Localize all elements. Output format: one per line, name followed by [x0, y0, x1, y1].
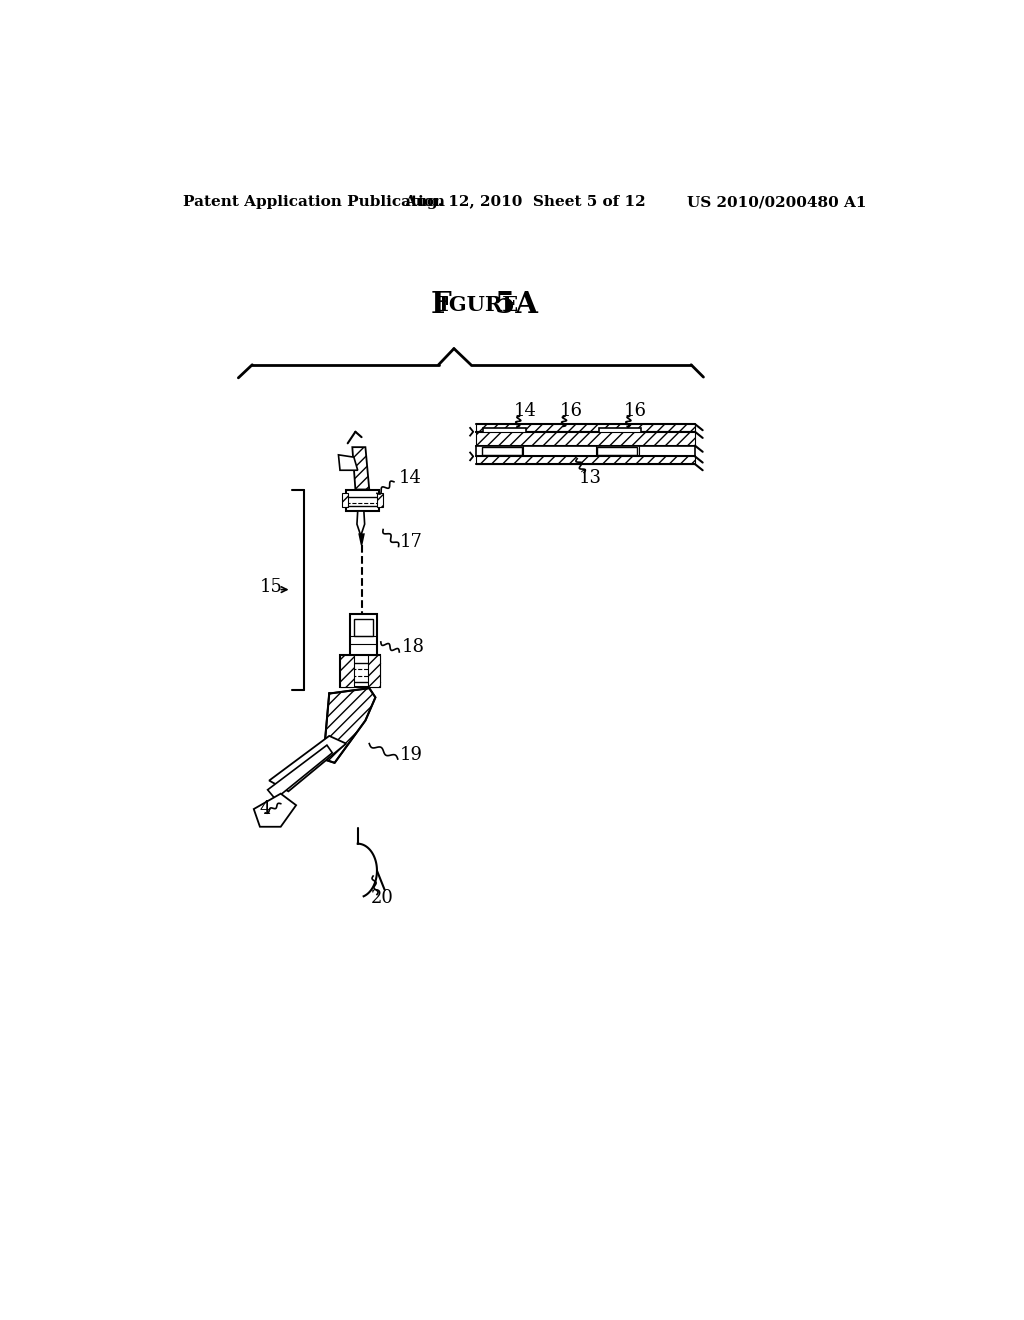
Bar [475, 446, 695, 457]
Polygon shape [357, 511, 365, 536]
Text: F: F [431, 290, 452, 319]
Bar [475, 424, 695, 432]
Text: 15: 15 [260, 578, 283, 597]
Text: 5A: 5A [484, 290, 538, 319]
Text: 18: 18 [401, 639, 425, 656]
Bar [342, 494, 348, 507]
Text: IGURE: IGURE [438, 294, 518, 314]
Text: US 2010/0200480 A1: US 2010/0200480 A1 [687, 195, 866, 210]
Polygon shape [267, 744, 333, 799]
Bar [377, 494, 383, 507]
Bar [350, 614, 377, 656]
Text: 17: 17 [400, 533, 423, 550]
Polygon shape [339, 455, 357, 470]
Bar [597, 447, 637, 455]
Polygon shape [359, 535, 364, 545]
Text: 16: 16 [624, 403, 646, 420]
Polygon shape [352, 447, 370, 490]
Bar [483, 428, 525, 441]
Text: Aug. 12, 2010  Sheet 5 of 12: Aug. 12, 2010 Sheet 5 of 12 [404, 195, 645, 210]
Text: 14: 14 [398, 469, 422, 487]
Bar [340, 655, 380, 688]
Bar [354, 619, 373, 636]
Bar [340, 655, 354, 688]
Bar [599, 428, 641, 441]
Bar [346, 490, 379, 511]
Text: 20: 20 [371, 888, 393, 907]
Text: 19: 19 [400, 746, 423, 764]
Text: 4: 4 [260, 800, 271, 818]
Text: 13: 13 [579, 469, 602, 487]
Polygon shape [269, 737, 346, 792]
Bar [368, 655, 380, 688]
Text: Patent Application Publication: Patent Application Publication [183, 195, 444, 210]
Polygon shape [254, 793, 296, 826]
Text: 14: 14 [514, 403, 537, 420]
Bar [475, 457, 695, 465]
Bar [475, 432, 695, 446]
Text: 16: 16 [559, 403, 583, 420]
Polygon shape [323, 688, 376, 763]
Bar [481, 447, 521, 455]
